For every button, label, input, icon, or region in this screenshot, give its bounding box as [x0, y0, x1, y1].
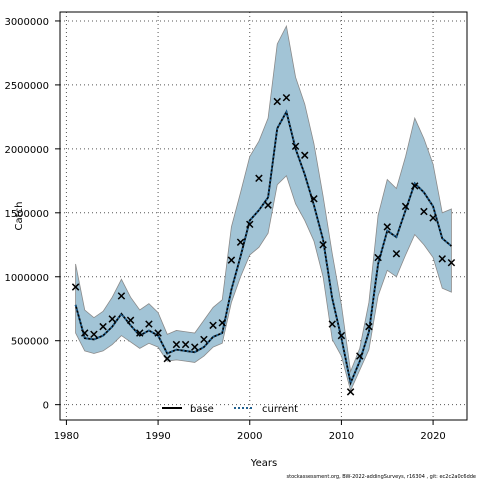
- x-tick-label: 2000: [237, 431, 262, 442]
- x-tick-label: 1980: [54, 431, 79, 442]
- confidence-band-area: [75, 24, 452, 392]
- observed-point: [447, 258, 456, 267]
- observed-point: [126, 316, 135, 324]
- observed-point: [337, 331, 346, 340]
- observed-point: [99, 322, 107, 331]
- y-tick-label: 3000000: [4, 17, 49, 28]
- observed-point: [200, 335, 208, 344]
- observed-point: [319, 241, 327, 249]
- observed-point: [209, 321, 217, 330]
- observed-point: [117, 292, 126, 300]
- observed-point: [273, 97, 281, 106]
- observed-point: [438, 255, 446, 263]
- y-tick-label: 500000: [11, 337, 49, 348]
- y-tick-label: 2500000: [4, 81, 49, 92]
- x-tick-label: 2010: [329, 431, 354, 442]
- observed-point: [236, 238, 245, 246]
- observed-point: [81, 329, 89, 337]
- y-tick-label: 0: [43, 401, 49, 412]
- y-tick-label: 1000000: [4, 273, 49, 284]
- x-axis-ticks: 1980 1990 2000 2010 2020: [54, 420, 446, 442]
- observed-point: [264, 201, 272, 209]
- observed-point: [218, 319, 226, 327]
- observed-point: [181, 340, 190, 349]
- legend-current-label: current: [262, 404, 298, 415]
- legend-base-label: base: [190, 404, 214, 415]
- y-axis-ticks: 0 500000 1000000 1500000 2000000 2500000 30000…: [4, 17, 60, 412]
- confidence-band: [75, 24, 452, 392]
- observed-point: [282, 93, 291, 102]
- observed-point: [411, 182, 419, 190]
- observed-point: [429, 214, 437, 222]
- observed-point: [227, 256, 236, 264]
- observed-point: [291, 142, 300, 151]
- footer-text: stockassessment.org, BW-2022-addingSurve…: [287, 474, 477, 480]
- observed-point: [374, 253, 382, 262]
- observed-point: [172, 340, 181, 349]
- y-axis-title: Catch: [14, 202, 25, 231]
- y-tick-label: 1500000: [4, 209, 49, 220]
- observed-point: [136, 329, 144, 337]
- observed-point: [365, 322, 373, 331]
- legend: base current: [162, 404, 298, 415]
- observed-point: [154, 329, 162, 337]
- x-axis-title: Years: [250, 458, 277, 469]
- observed-point: [383, 223, 391, 231]
- observed-point: [163, 354, 171, 363]
- observed-point: [420, 207, 428, 216]
- observed-point: [346, 388, 355, 396]
- observed-point: [328, 320, 336, 328]
- observed-point: [255, 174, 263, 182]
- observed-point: [108, 315, 116, 323]
- observed-point: [310, 195, 318, 203]
- observed-markers: [71, 93, 456, 396]
- y-tick-label: 2000000: [4, 145, 49, 156]
- observed-point: [145, 320, 153, 328]
- observed-point: [191, 343, 199, 351]
- x-tick-label: 1990: [145, 431, 170, 442]
- observed-point: [246, 220, 254, 229]
- observed-point: [401, 202, 410, 211]
- observed-point: [90, 330, 98, 339]
- plot-frame: [59, 11, 468, 421]
- x-tick-label: 2020: [420, 431, 445, 442]
- observed-point: [301, 151, 309, 159]
- observed-point: [71, 283, 80, 291]
- observed-point: [392, 250, 401, 258]
- observed-point: [356, 352, 364, 360]
